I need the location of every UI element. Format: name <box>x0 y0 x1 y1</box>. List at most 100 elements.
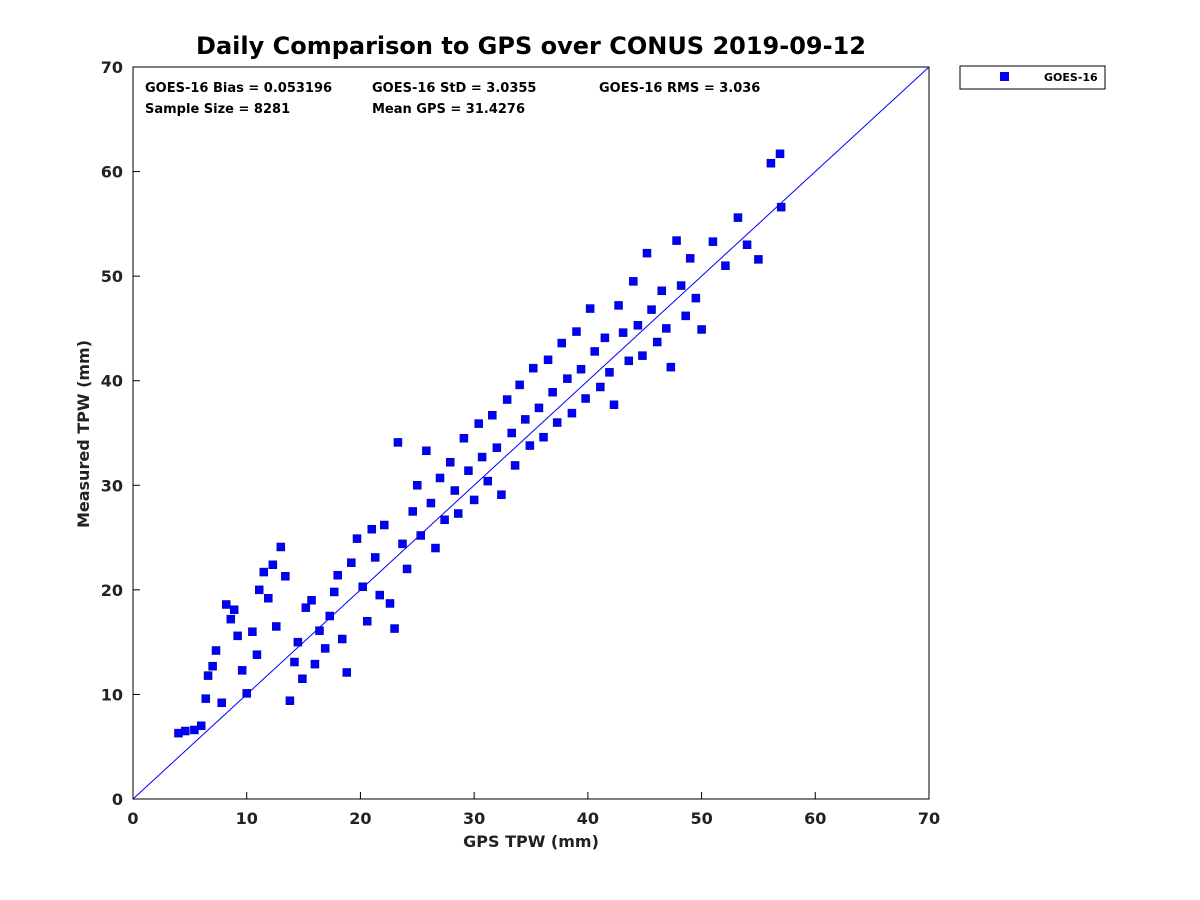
data-point <box>672 236 681 245</box>
data-point <box>446 458 455 467</box>
data-point <box>618 328 628 337</box>
y-tick-label: 0 <box>112 790 123 809</box>
data-point <box>268 560 278 570</box>
legend-marker <box>1000 72 1009 81</box>
y-axis-ticks: 0 10 20 30 40 50 60 70 <box>101 58 140 809</box>
data-point <box>497 490 506 499</box>
data-point <box>320 644 330 653</box>
data-point <box>563 374 572 383</box>
data-point <box>408 507 417 516</box>
data-point <box>662 324 671 333</box>
chart-title: Daily Comparison to GPS over CONUS 2019-… <box>196 32 866 60</box>
data-point <box>237 666 247 675</box>
data-point <box>567 408 577 418</box>
data-point <box>585 304 595 313</box>
data-point <box>181 726 190 736</box>
data-point <box>333 570 342 580</box>
legend-label: GOES-16 <box>1044 71 1098 84</box>
data-point <box>248 627 257 636</box>
data-point <box>775 149 785 159</box>
data-point <box>370 553 380 562</box>
data-point <box>310 659 320 669</box>
data-point <box>633 321 643 330</box>
data-point <box>211 646 221 655</box>
data-point <box>264 593 273 603</box>
data-point <box>390 624 399 633</box>
annotation-rms: GOES-16 RMS = 3.036 <box>599 81 760 96</box>
x-axis-label: GPS TPW (mm) <box>463 832 599 851</box>
data-point <box>201 694 211 703</box>
data-point <box>221 600 231 609</box>
data-point <box>226 614 236 624</box>
data-point <box>426 498 436 508</box>
data-point <box>581 394 590 403</box>
data-point <box>507 428 516 438</box>
y-tick-label: 60 <box>101 163 123 182</box>
y-axis-label: Measured TPW (mm) <box>74 340 93 528</box>
data-point <box>474 419 483 428</box>
data-point <box>552 418 562 427</box>
data-point <box>515 380 524 390</box>
x-tick-label: 30 <box>463 809 485 828</box>
data-point <box>652 337 662 347</box>
one-to-one-line <box>132 66 930 800</box>
data-point <box>252 650 262 659</box>
y-tick-label: 50 <box>101 267 123 286</box>
data-point <box>539 432 548 442</box>
data-point <box>766 158 776 168</box>
annotation-bias: GOES-16 Bias = 0.053196 <box>145 81 332 96</box>
x-tick-label: 70 <box>918 809 940 828</box>
data-point <box>203 671 213 680</box>
data-point <box>431 543 440 553</box>
data-point <box>614 301 623 310</box>
data-point <box>488 410 497 420</box>
data-point <box>229 605 239 614</box>
data-point <box>708 237 718 246</box>
data-point <box>642 248 652 258</box>
data-point <box>281 572 290 581</box>
data-point <box>681 311 690 321</box>
data-point <box>367 524 377 534</box>
x-tick-label: 0 <box>127 809 138 828</box>
data-point <box>543 355 553 365</box>
x-tick-label: 40 <box>577 809 599 828</box>
x-tick-label: 50 <box>690 809 712 828</box>
data-point <box>733 213 743 222</box>
data-point <box>285 696 295 705</box>
data-point <box>385 599 395 608</box>
data-point <box>534 403 544 413</box>
x-tick-label: 10 <box>236 809 258 828</box>
data-point <box>416 531 425 540</box>
data-point <box>337 634 347 644</box>
data-point <box>307 596 316 605</box>
data-point <box>330 587 339 597</box>
y-tick-label: 40 <box>101 372 123 391</box>
data-point <box>754 255 763 264</box>
y-tick-label: 30 <box>101 476 123 495</box>
data-point <box>342 668 352 677</box>
data-point <box>254 585 264 595</box>
data-point <box>676 281 686 290</box>
data-point <box>352 534 362 543</box>
legend-box <box>959 65 1106 90</box>
data-point <box>638 351 647 360</box>
data-point <box>629 277 638 286</box>
data-point <box>233 631 242 641</box>
data-point <box>483 476 493 486</box>
x-axis-ticks: 0 10 20 30 40 50 60 70 <box>127 792 940 828</box>
data-point <box>293 637 303 647</box>
data-point <box>691 293 701 303</box>
data-point <box>572 327 581 336</box>
data-point <box>557 338 566 348</box>
data-point <box>609 400 619 410</box>
data-point <box>657 286 667 296</box>
data-point <box>276 542 286 552</box>
data-point <box>742 240 752 250</box>
data-point <box>685 254 695 263</box>
data-point <box>298 674 307 683</box>
data-point <box>596 382 605 392</box>
data-point <box>529 363 538 373</box>
x-tick-label: 60 <box>804 809 826 828</box>
data-point <box>375 590 385 600</box>
data-point <box>347 558 356 567</box>
